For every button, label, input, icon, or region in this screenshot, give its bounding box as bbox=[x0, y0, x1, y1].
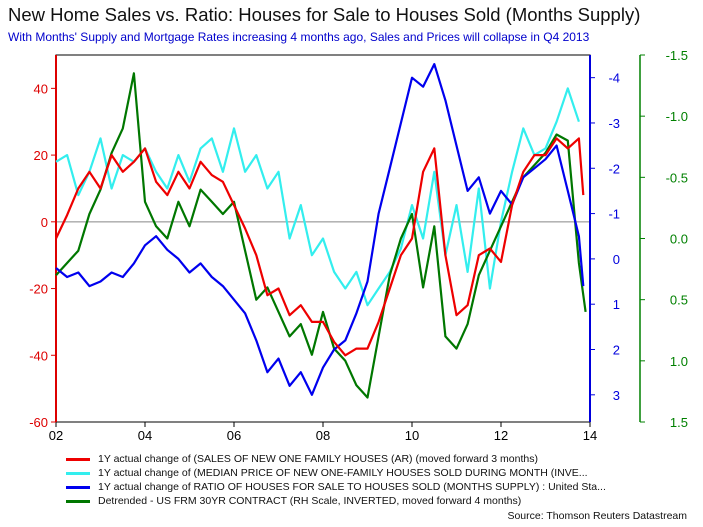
left-tick-label: 20 bbox=[34, 148, 48, 163]
right2-tick-label: 1.0 bbox=[670, 354, 688, 369]
chart-source: Source: Thomson Reuters Datastream bbox=[507, 510, 687, 522]
chart-title: New Home Sales vs. Ratio: Houses for Sal… bbox=[8, 4, 641, 25]
legend-label: 1Y actual change of (MEDIAN PRICE OF NEW… bbox=[98, 467, 588, 480]
left-tick-label: -20 bbox=[29, 282, 48, 297]
x-tick-label: 08 bbox=[316, 428, 330, 443]
right2-tick-label: -1.0 bbox=[666, 109, 688, 124]
right1-tick-label: -2 bbox=[608, 161, 620, 176]
right1-tick-label: 2 bbox=[613, 343, 620, 358]
legend-item-new-home-sales: 1Y actual change of (SALES OF NEW ONE FA… bbox=[66, 452, 606, 466]
left-tick-label: 0 bbox=[41, 215, 48, 230]
left-tick-label: 40 bbox=[34, 81, 48, 96]
legend-swatch bbox=[66, 485, 90, 489]
right1-tick-label: 3 bbox=[613, 388, 620, 403]
legend-swatch bbox=[66, 471, 90, 475]
right1-tick-label: -1 bbox=[608, 207, 620, 222]
legend-label: 1Y actual change of (SALES OF NEW ONE FA… bbox=[98, 453, 538, 466]
legend-swatch bbox=[66, 499, 90, 503]
right2-tick-label: 0.0 bbox=[670, 232, 688, 247]
x-tick-label: 10 bbox=[405, 428, 419, 443]
x-tick-label: 06 bbox=[227, 428, 241, 443]
right2-tick-label: -1.5 bbox=[666, 48, 688, 63]
left-tick-label: -40 bbox=[29, 348, 48, 363]
right1-tick-label: -3 bbox=[608, 116, 620, 131]
x-tick-label: 04 bbox=[138, 428, 152, 443]
right2-tick-label: 1.5 bbox=[670, 415, 688, 430]
legend-label: 1Y actual change of RATIO OF HOUSES FOR … bbox=[98, 481, 606, 494]
series-line-0 bbox=[55, 137, 585, 357]
right1-tick-label: 0 bbox=[613, 252, 620, 267]
right1-tick-label: 1 bbox=[613, 297, 620, 312]
legend-swatch bbox=[66, 457, 90, 461]
legend-item-median-price: 1Y actual change of (MEDIAN PRICE OF NEW… bbox=[66, 466, 606, 480]
series-line-1 bbox=[55, 87, 580, 307]
left-tick-label: -60 bbox=[29, 415, 48, 430]
chart-legend: 1Y actual change of (SALES OF NEW ONE FA… bbox=[66, 452, 606, 508]
right2-tick-label: 0.5 bbox=[670, 293, 688, 308]
series-line-2 bbox=[55, 62, 585, 396]
legend-label: Detrended - US FRM 30YR CONTRACT (RH Sca… bbox=[98, 495, 522, 508]
right1-tick-label: -4 bbox=[608, 71, 620, 86]
x-tick-label: 12 bbox=[494, 428, 508, 443]
legend-item-months-supply: 1Y actual change of RATIO OF HOUSES FOR … bbox=[66, 480, 606, 494]
legend-item-mortgage-rate: Detrended - US FRM 30YR CONTRACT (RH Sca… bbox=[66, 494, 606, 508]
x-tick-label: 14 bbox=[583, 428, 597, 443]
x-tick-label: 02 bbox=[49, 428, 63, 443]
right2-tick-label: -0.5 bbox=[666, 170, 688, 185]
series-line-3 bbox=[55, 72, 587, 399]
chart-subtitle: With Months' Supply and Mortgage Rates i… bbox=[8, 30, 590, 44]
